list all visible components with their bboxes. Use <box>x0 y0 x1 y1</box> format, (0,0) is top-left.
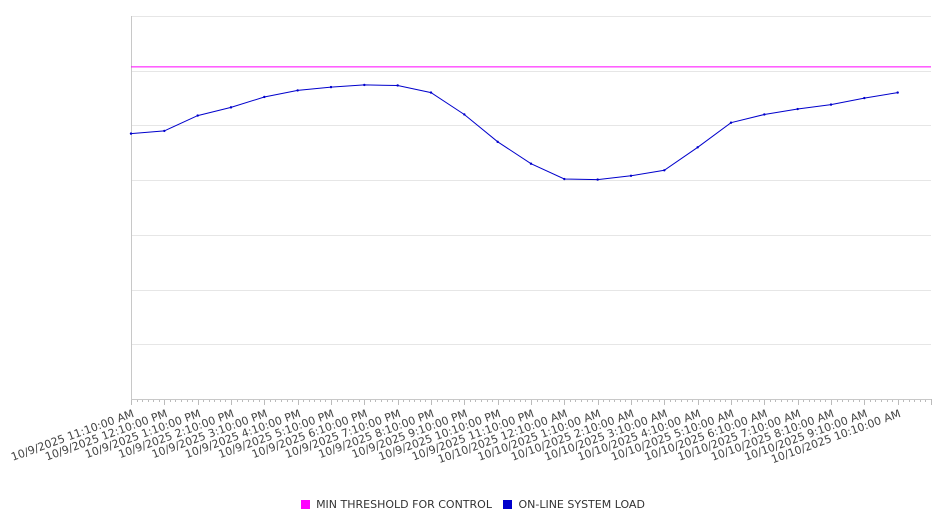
data-point <box>663 169 666 172</box>
data-point <box>363 83 366 87</box>
data-point <box>729 121 733 124</box>
data-point <box>463 113 466 116</box>
data-point <box>129 132 133 135</box>
data-point <box>696 146 699 149</box>
data-point <box>863 96 866 100</box>
series-line-system-load <box>130 84 898 181</box>
grid-lines <box>131 16 931 345</box>
data-point <box>563 177 566 181</box>
data-point <box>196 114 199 117</box>
data-point <box>396 84 399 87</box>
data-point <box>896 91 899 94</box>
data-point <box>163 129 166 133</box>
legend-swatch-min-threshold <box>301 500 311 509</box>
data-point <box>329 85 333 89</box>
data-point <box>796 107 799 111</box>
legend-label-system-load: ON-LINE SYSTEM LOAD <box>518 498 645 511</box>
data-point <box>496 140 499 144</box>
data-point <box>596 178 599 181</box>
data-point <box>629 174 633 177</box>
data-point <box>529 162 533 165</box>
legend-label-min-threshold: MIN THRESHOLD FOR CONTROL <box>316 498 492 511</box>
data-point <box>829 103 833 106</box>
data-point <box>763 113 766 116</box>
legend: MIN THRESHOLD FOR CONTROL ON-LINE SYSTEM… <box>0 498 946 511</box>
data-point <box>229 106 233 109</box>
legend-item-min-threshold[interactable]: MIN THRESHOLD FOR CONTROL <box>301 498 492 511</box>
legend-swatch-system-load <box>503 500 513 509</box>
data-point <box>429 91 433 94</box>
data-point <box>263 95 266 99</box>
series-layer <box>129 66 931 181</box>
legend-item-system-load[interactable]: ON-LINE SYSTEM LOAD <box>503 498 645 511</box>
data-point <box>296 89 299 92</box>
